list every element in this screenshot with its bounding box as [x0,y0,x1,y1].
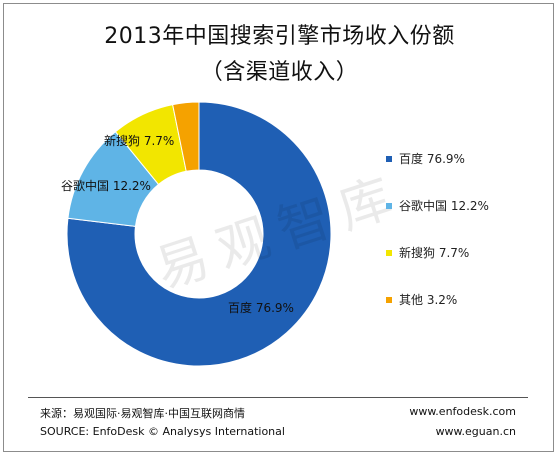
legend-label: 其他 3.2% [399,293,458,307]
legend-swatch [386,203,392,209]
slice-label-1: 谷歌中国 12.2% [61,178,151,193]
legend-item-2: 新搜狗 7.7% [386,244,469,261]
slice-label-0: 百度 76.9% [228,300,294,315]
legend-label: 谷歌中国 12.2% [399,199,489,213]
legend-label: 新搜狗 7.7% [399,246,470,260]
legend-item-1: 谷歌中国 12.2% [386,197,489,214]
legend-swatch [386,297,392,303]
source-en: SOURCE: EnfoDesk © Analysys Internationa… [40,425,285,438]
donut-slice-0 [66,101,332,367]
legend-label: 百度 76.9% [399,152,465,166]
footer-divider [28,397,528,398]
chart-subtitle: （含渠道收入） [200,60,359,85]
site-enfodesk: www.enfodesk.com [409,405,516,418]
chart-title: 2013年中国搜索引擎市场收入份额 [104,24,455,49]
source-cn: 来源：易观国际·易观智库·中国互联网商情 [40,407,245,420]
legend-item-3: 其他 3.2% [386,291,457,308]
site-eguan: www.eguan.cn [435,425,516,438]
slice-label-2: 新搜狗 7.7% [104,133,174,148]
legend-swatch [386,156,392,162]
legend-item-0: 百度 76.9% [386,150,465,167]
legend-swatch [386,250,392,256]
donut-slice-3 [172,101,200,172]
